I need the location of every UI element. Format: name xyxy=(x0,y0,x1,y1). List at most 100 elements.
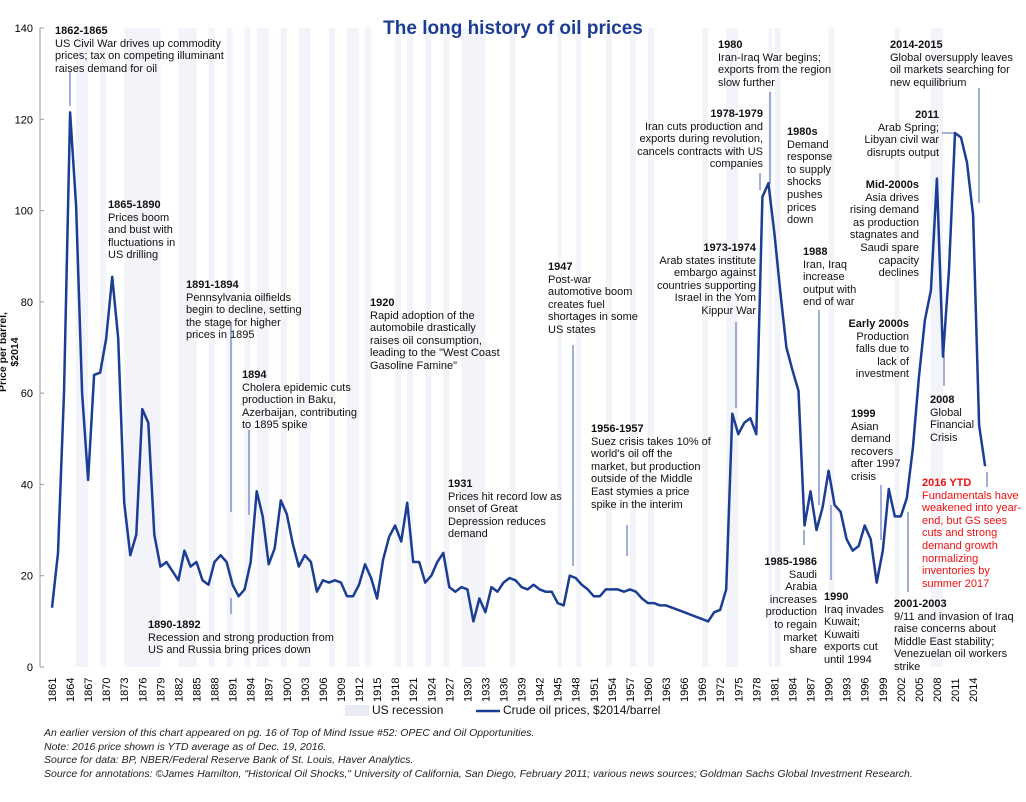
recession-band xyxy=(930,28,943,667)
x-tick-label: 1984 xyxy=(787,678,799,702)
x-tick-label: 1900 xyxy=(282,678,294,702)
annotation-2016-ytd: 2016 YTD Fundamentals have weakened into … xyxy=(922,477,1022,590)
annotation: 1890-1892 Recession and strong production… xyxy=(148,619,334,657)
x-tick-label: 1945 xyxy=(553,678,565,702)
annotation: 1988 Iran, Iraq increase output with end … xyxy=(803,246,857,309)
x-tick-label: 1966 xyxy=(679,678,691,702)
recession-band xyxy=(395,28,402,667)
x-tick-label: 1999 xyxy=(878,678,890,702)
recession-bands xyxy=(76,28,943,667)
annotation: 1990 Iraq invades Kuwait; Kuwaiti exports… xyxy=(824,591,884,666)
recession-band xyxy=(509,28,516,667)
x-tick-label: 1921 xyxy=(408,678,420,702)
annotation: 2008 Global Financial Crisis xyxy=(930,394,975,444)
x-tick-label: 1891 xyxy=(228,678,240,702)
annotation: 1980s Demand response to supply shocks pu… xyxy=(787,126,833,227)
x-tick-label: 1870 xyxy=(101,678,113,702)
x-tick-label: 1960 xyxy=(643,678,655,702)
x-tick-label: 1936 xyxy=(499,678,511,702)
recession-band xyxy=(226,28,233,667)
annotation: 1973-1974 Arab states institute embargo a… xyxy=(656,242,756,317)
chart-title: The long history of oil prices xyxy=(383,18,643,39)
y-tick-label: 60 xyxy=(21,388,33,400)
x-tick-label: 2005 xyxy=(914,678,926,702)
footnote: Source for annotations: ©James Hamilton,… xyxy=(44,768,913,780)
annotation: 1931 Prices hit record low as onset of Gr… xyxy=(448,478,562,541)
annotation: 1978-1979 Iran cuts production and export… xyxy=(637,108,763,171)
annotation-leader-lines xyxy=(69,72,988,614)
footnote: Note: 2016 price shown is YTD average as… xyxy=(44,741,327,753)
recession-band xyxy=(328,28,335,667)
legend-price-label: Crude oil prices, $2014/barrel xyxy=(503,703,661,717)
x-tick-label: 1924 xyxy=(426,678,438,702)
x-tick-label: 2008 xyxy=(932,678,944,702)
annotation: 1985-1986 Saudi Arabia increases producti… xyxy=(764,556,817,657)
footnote: Source for data: BP, NBER/Federal Reserv… xyxy=(44,754,414,766)
x-tick-label: 1948 xyxy=(571,678,583,702)
x-tick-label: 1882 xyxy=(173,678,185,702)
recession-band xyxy=(828,28,835,667)
x-tick-label: 1897 xyxy=(264,678,276,702)
legend-recession-label: US recession xyxy=(372,703,444,717)
annotation: 1920 Rapid adoption of the automobile dra… xyxy=(370,297,500,372)
recession-band xyxy=(256,28,269,667)
x-tick-label: 1867 xyxy=(83,678,95,702)
recession-band xyxy=(244,28,251,667)
y-tick-label: 100 xyxy=(15,206,33,218)
y-tick-label: 80 xyxy=(21,297,33,309)
recession-band xyxy=(557,28,562,667)
annotation: 1865-1890 Prices boom and bust with fluct… xyxy=(108,199,176,262)
recession-band xyxy=(774,28,781,667)
annotation: 1956-1957 Suez crisis takes 10% of world'… xyxy=(591,423,711,511)
x-tick-label: 1906 xyxy=(318,678,330,702)
annotation: 1947 Post-war automotive boom creates fue… xyxy=(548,261,638,336)
x-tick-label: 1885 xyxy=(191,678,203,702)
x-tick-label: 1876 xyxy=(137,678,149,702)
annotation: 2014-2015 Global oversupply leaves oil ma… xyxy=(890,39,1013,89)
recession-band xyxy=(702,28,709,667)
crude-oil-price-line xyxy=(50,111,987,623)
y-tick-label: 20 xyxy=(21,571,33,583)
x-tick-label: 1879 xyxy=(155,678,167,702)
x-tick-label: 1918 xyxy=(390,678,402,702)
x-tick-label: 2014 xyxy=(968,678,980,702)
recession-band xyxy=(425,28,432,667)
recession-band xyxy=(647,28,654,667)
recession-band xyxy=(280,28,287,667)
x-tick-label: 2011 xyxy=(950,678,962,702)
recession-band xyxy=(100,28,107,667)
x-tick-label: 1969 xyxy=(697,678,709,702)
recession-band xyxy=(605,28,612,667)
x-tick-label: 1903 xyxy=(300,678,312,702)
x-tick-label: 1909 xyxy=(336,678,348,702)
recession-band xyxy=(629,28,636,667)
y-axis-label: Price per barrel, $2014 xyxy=(0,312,21,392)
legend-recession-swatch xyxy=(345,705,369,716)
x-tick-label: 1957 xyxy=(625,678,637,702)
x-tick-label: 1981 xyxy=(769,678,781,702)
recession-band xyxy=(298,28,311,667)
x-tick-label: 1930 xyxy=(462,678,474,702)
recession-band xyxy=(443,28,450,667)
x-tick-label: 1912 xyxy=(354,678,366,702)
x-tick-label: 1915 xyxy=(372,678,384,702)
annotation: 1999 Asian demand recovers after 1997 cri… xyxy=(851,408,901,483)
x-tick-label: 1939 xyxy=(517,678,529,702)
recession-band xyxy=(124,28,161,667)
x-tick-label: 1951 xyxy=(589,678,601,702)
x-tick-label: 1933 xyxy=(480,678,492,702)
x-tick-label: 1996 xyxy=(860,678,872,702)
x-tick-label: 1978 xyxy=(751,678,763,702)
y-tick-label: 0 xyxy=(27,662,33,674)
x-tick-labels: 1861 1864 1867 1870 1873 1876 1879 1882 1885 1888… xyxy=(47,678,980,702)
recession-band xyxy=(461,28,486,667)
recession-band xyxy=(346,28,360,667)
recession-band xyxy=(894,28,900,667)
x-tick-label: 1894 xyxy=(246,678,258,702)
x-tick-label: 1942 xyxy=(535,678,547,702)
footnote: An earlier version of this chart appeare… xyxy=(44,727,535,739)
x-tick-label: 1975 xyxy=(733,678,745,702)
recession-band xyxy=(575,28,582,667)
x-tick-label: 1963 xyxy=(661,678,673,702)
